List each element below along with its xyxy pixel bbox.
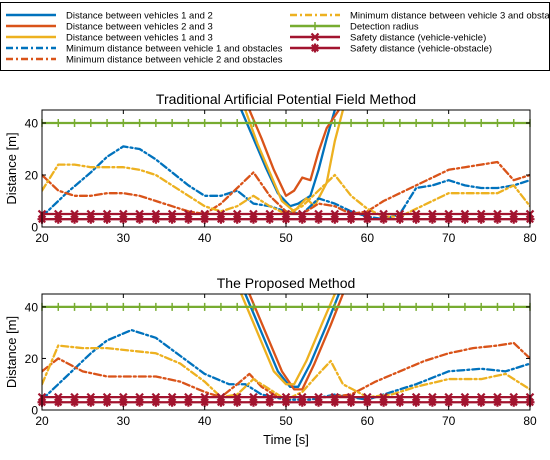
safety-distance-vehicle-obstacle-marker [168,398,177,407]
y-tick-label: 20 [25,169,39,183]
safety-distance-vehicle-obstacle-marker [86,215,95,224]
x-tick-label: 60 [361,414,375,428]
safety-distance-vehicle-obstacle-marker [298,215,307,224]
safety-distance-vehicle-obstacle-marker [103,398,112,407]
legend-label: Safety distance (vehicle-obstacle) [350,44,492,55]
y-tick-label: 40 [25,117,39,131]
safety-distance-vehicle-obstacle-marker [379,398,388,407]
y-tick-label: 0 [31,404,38,418]
safety-distance-vehicle-obstacle-marker [265,215,274,224]
x-tick-label: 70 [442,414,456,428]
safety-distance-vehicle-obstacle-marker [363,398,372,407]
x-axis-label: Time [s] [263,432,309,447]
legend-label: Detection radius [350,22,419,33]
legend-label: Distance between vehicles 1 and 2 [66,11,213,22]
safety-distance-vehicle-obstacle-marker [347,215,356,224]
safety-distance-vehicle-obstacle-marker [216,398,225,407]
legend-label: Minimum distance between vehicle 2 and o… [66,55,283,66]
safety-distance-vehicle-obstacle-marker [168,215,177,224]
safety-distance-vehicle-obstacle-marker [54,398,63,407]
safety-distance-vehicle-obstacle-marker [135,398,144,407]
safety-distance-vehicle-obstacle-marker [347,398,356,407]
x-tick-label: 40 [198,414,212,428]
x-tick-label: 50 [279,231,293,245]
x-tick-label: 30 [117,231,131,245]
x-tick-label: 80 [523,231,537,245]
safety-distance-vehicle-obstacle-marker [233,215,242,224]
safety-distance-vehicle-obstacle-marker [298,398,307,407]
safety-distance-vehicle-obstacle-marker [314,215,323,224]
legend-label: Safety distance (vehicle-vehicle) [350,33,486,44]
safety-distance-vehicle-obstacle-marker [265,398,274,407]
safety-distance-vehicle-obstacle-marker [379,215,388,224]
safety-distance-vehicle-obstacle-marker [330,398,339,407]
safety-distance-vehicle-obstacle-marker [412,398,421,407]
y-axis-label: Distance [m] [4,316,19,388]
safety-distance-vehicle-obstacle-marker [151,398,160,407]
safety-distance-vehicle-obstacle-marker [509,398,518,407]
safety-distance-vehicle-obstacle-marker [395,398,404,407]
legend-label: Distance between vehicles 1 and 3 [66,33,213,44]
safety-distance-vehicle-obstacle-marker [216,215,225,224]
legend: Distance between vehicles 1 and 2Distanc… [1,3,550,71]
safety-distance-vehicle-obstacle-marker [184,215,193,224]
safety-distance-vehicle-obstacle-marker [460,398,469,407]
x-tick-label: 30 [117,414,131,428]
safety-distance-vehicle-obstacle-marker [428,215,437,224]
safety-distance-vehicle-obstacle-marker [184,398,193,407]
safety-distance-vehicle-obstacle-marker [460,215,469,224]
safety-distance-vehicle-obstacle-marker [233,398,242,407]
safety-distance-vehicle-obstacle-marker [151,215,160,224]
safety-distance-vehicle-obstacle-marker [249,398,258,407]
safety-distance-vehicle-obstacle-marker [444,398,453,407]
y-tick-label: 40 [25,300,39,314]
safety-distance-vehicle-obstacle-marker [282,398,291,407]
safety-distance-vehicle-obstacle-marker [119,215,128,224]
safety-distance-vehicle-obstacle-marker [477,215,486,224]
safety-distance-vehicle-obstacle-marker [135,215,144,224]
safety-distance-vehicle-obstacle-marker [330,215,339,224]
legend-label: Distance between vehicles 2 and 3 [66,22,213,33]
y-axis-label: Distance [m] [4,132,19,204]
safety-distance-vehicle-obstacle-marker [363,215,372,224]
legend-marker [311,44,320,53]
safety-distance-vehicle-obstacle-marker [444,215,453,224]
legend-label: Minimum distance between vehicle 1 and o… [66,44,283,55]
safety-distance-vehicle-obstacle-marker [412,215,421,224]
x-tick-label: 60 [361,231,375,245]
safety-distance-vehicle-obstacle-marker [509,215,518,224]
x-tick-label: 50 [279,414,293,428]
safety-distance-vehicle-obstacle-marker [493,398,502,407]
legend-label: Minimum distance between vehicle 3 and o… [350,11,550,22]
safety-distance-vehicle-obstacle-marker [395,215,404,224]
x-tick-label: 40 [198,231,212,245]
safety-distance-vehicle-obstacle-marker [282,215,291,224]
y-tick-label: 20 [25,352,39,366]
safety-distance-vehicle-obstacle-marker [70,398,79,407]
safety-distance-vehicle-obstacle-marker [70,215,79,224]
safety-distance-vehicle-obstacle-marker [428,398,437,407]
x-tick-label: 70 [442,231,456,245]
safety-distance-vehicle-obstacle-marker [314,398,323,407]
safety-distance-vehicle-obstacle-marker [54,215,63,224]
y-tick-label: 0 [31,221,38,235]
chart-title: The Proposed Method [217,275,356,291]
safety-distance-vehicle-obstacle-marker [119,398,128,407]
safety-distance-vehicle-obstacle-marker [200,398,209,407]
x-tick-label: 80 [523,414,537,428]
safety-distance-vehicle-obstacle-marker [249,215,258,224]
safety-distance-vehicle-obstacle-marker [200,215,209,224]
chart-title: Traditional Artificial Potential Field M… [156,91,416,107]
safety-distance-vehicle-obstacle-marker [103,215,112,224]
safety-distance-vehicle-obstacle-marker [493,215,502,224]
safety-distance-vehicle-obstacle-marker [86,398,95,407]
safety-distance-vehicle-obstacle-marker [477,398,486,407]
